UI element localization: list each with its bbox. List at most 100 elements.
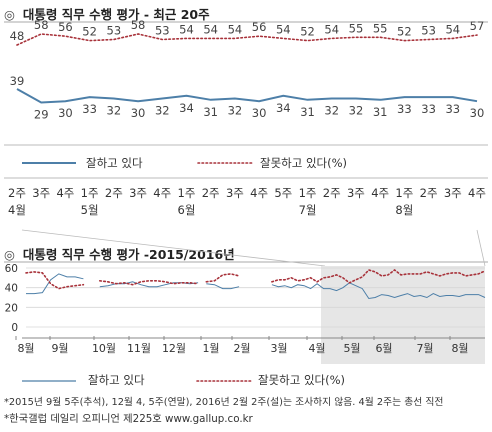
data-label-disapprove: 54 <box>203 22 218 36</box>
legend2-disapprove-label: 잘못하고 있다(%) <box>258 373 346 387</box>
x-tick-label-month: 3월 <box>270 342 287 355</box>
data-label-approve: 31 <box>300 105 315 119</box>
data-label-approve: 32 <box>155 103 170 117</box>
x-tick-label-month: 6월 <box>178 203 196 217</box>
data-label-approve: 33 <box>421 102 436 116</box>
x-tick-label-week: 3주 <box>32 186 50 200</box>
x-tick-label-week: 1주 <box>81 186 99 200</box>
y-tick-label: 0 <box>11 322 18 334</box>
x-tick-label-month: 8월 <box>17 342 34 355</box>
data-label-approve: 39 <box>10 74 25 88</box>
legend2-approve-label: 잘하고 있다 <box>88 373 145 387</box>
x-tick-label-week: 3주 <box>226 186 244 200</box>
data-label-approve: 34 <box>276 101 291 115</box>
zoom-connector-right <box>476 229 486 267</box>
data-label-disapprove: 48 <box>10 29 25 43</box>
legend-disapprove-label: 잘못하고 있다(%) <box>260 156 348 170</box>
x-tick-label-month: 4월 <box>8 203 26 217</box>
series2-disapprove-segment <box>271 268 486 284</box>
data-label-approve: 29 <box>34 108 49 122</box>
zoom-connector-left <box>21 229 326 267</box>
data-label-disapprove: 53 <box>155 24 170 38</box>
x-tick-label-month: 8월 <box>395 203 413 217</box>
x-tick-label-week: 2주 <box>420 186 438 200</box>
data-label-approve: 31 <box>203 105 218 119</box>
series-disapprove-line <box>16 33 478 46</box>
y-tick-label: 60 <box>5 263 18 275</box>
y-tick-label: 20 <box>5 302 18 314</box>
series2-disapprove-segment <box>25 271 85 290</box>
data-label-approve: 32 <box>228 103 243 117</box>
data-label-disapprove: 54 <box>276 22 291 36</box>
data-label-approve: 33 <box>82 102 97 116</box>
x-tick-label-week: 3주 <box>129 186 147 200</box>
data-label-disapprove: 55 <box>349 21 364 35</box>
data-label-disapprove: 58 <box>34 18 49 32</box>
x-tick-label-month: 9월 <box>51 342 68 355</box>
circle-bullet-icon: ◎ <box>4 247 15 262</box>
data-label-approve: 32 <box>107 103 122 117</box>
series2-disapprove-segment <box>205 273 240 283</box>
data-label-approve: 30 <box>252 106 267 120</box>
x-tick-label-week: 4주 <box>56 186 74 200</box>
data-label-approve: 30 <box>58 106 73 120</box>
data-label-disapprove: 56 <box>58 20 73 34</box>
data-label-disapprove: 52 <box>300 25 315 39</box>
x-tick-label-week: 5주 <box>274 186 292 200</box>
data-label-approve: 32 <box>349 103 364 117</box>
series-approve-line <box>16 88 478 104</box>
data-label-approve: 30 <box>131 106 146 120</box>
series2-disapprove-segment <box>99 279 199 286</box>
x-tick-label-month: 10월 <box>92 342 116 355</box>
data-label-approve: 33 <box>397 102 412 116</box>
footnote-1: *2015년 9월 5주(추석), 12월 4, 5주(연말), 2016년 2… <box>4 397 444 408</box>
data-label-disapprove: 54 <box>445 22 460 36</box>
x-tick-label-week: 3주 <box>347 186 365 200</box>
x-tick-label-month: 11월 <box>127 342 151 355</box>
y-tick-label: 40 <box>5 283 18 295</box>
x-tick-label-week: 1주 <box>395 186 413 200</box>
data-label-disapprove: 53 <box>421 24 436 38</box>
x-tick-label-week: 2주 <box>202 186 220 200</box>
series2-approve-segment <box>206 283 240 290</box>
x-tick-label-week: 3주 <box>444 186 462 200</box>
data-label-disapprove: 54 <box>179 22 194 36</box>
x-tick-label-week: 4주 <box>468 186 486 200</box>
chart-title-recent-text: 대통령 직무 수행 평가 - 최근 20주 <box>22 7 210 22</box>
x-tick-label-week: 1주 <box>299 186 317 200</box>
legend-approve-label: 잘하고 있다 <box>86 156 143 170</box>
recent-20-weeks-shade <box>321 266 485 364</box>
x-tick-label-week: 4주 <box>250 186 268 200</box>
x-tick-label-month: 1월 <box>202 342 219 355</box>
x-tick-label-month: 5월 <box>81 203 99 217</box>
data-label-approve: 31 <box>373 105 388 119</box>
data-label-disapprove: 58 <box>131 18 146 32</box>
x-tick-label-month: 12월 <box>162 342 186 355</box>
chart-title-history: ◎ 대통령 직무 수행 평가 -2015/2016년 <box>4 244 235 263</box>
x-tick-label-week: 1주 <box>178 186 196 200</box>
x-tick-label-month: 6월 <box>375 342 392 355</box>
x-tick-label-month: 8월 <box>451 342 468 355</box>
x-tick-label-week: 4주 <box>153 186 171 200</box>
data-label-disapprove: 55 <box>373 21 388 35</box>
x-tick-label-month: 7월 <box>416 342 433 355</box>
x-tick-label-month: 7월 <box>299 203 317 217</box>
data-label-disapprove: 52 <box>82 25 97 39</box>
x-tick-label-week: 4주 <box>371 186 389 200</box>
data-label-disapprove: 53 <box>107 24 122 38</box>
data-label-approve: 34 <box>179 101 194 115</box>
x-tick-label-week: 2주 <box>323 186 341 200</box>
x-tick-label-month: 4월 <box>308 342 325 355</box>
chart-title-recent: ◎ 대통령 직무 수행 평가 - 최근 20주 <box>4 4 210 23</box>
data-label-approve: 33 <box>445 102 460 116</box>
data-label-disapprove: 52 <box>397 25 412 39</box>
chart-title-history-text: 대통령 직무 수행 평가 -2015/2016년 <box>22 247 235 262</box>
data-label-disapprove: 54 <box>324 22 339 36</box>
data-label-disapprove: 56 <box>252 20 267 34</box>
x-tick-label-week: 2주 <box>105 186 123 200</box>
series2-approve-segment <box>26 273 84 295</box>
data-label-disapprove: 57 <box>470 19 485 33</box>
x-tick-label-month: 2월 <box>233 342 250 355</box>
footnote-2: *한국갤럽 데일리 오피니언 제225호 www.gallup.co.kr <box>4 413 253 425</box>
